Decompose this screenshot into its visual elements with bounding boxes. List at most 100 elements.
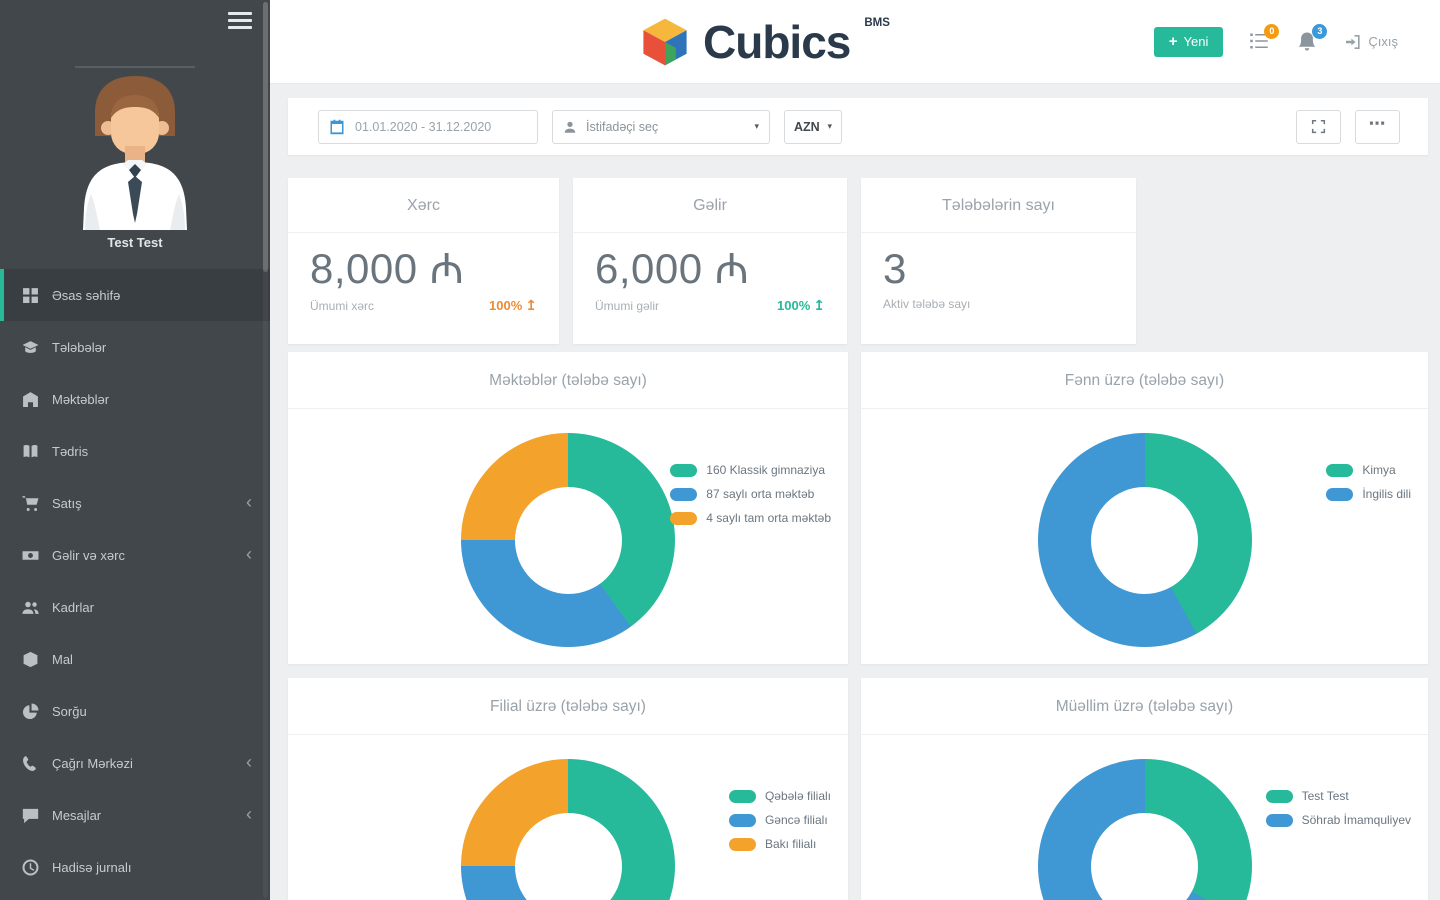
sidebar-item-label: Sorğu xyxy=(52,703,87,719)
sidebar-item-teaching[interactable]: Tədris xyxy=(0,425,270,477)
sidebar-menu: Əsas səhifə Tələbələr Məktəblər Tədris Satış… xyxy=(0,269,270,893)
legend-item[interactable]: Söhrab İmamquliyev xyxy=(1265,813,1411,827)
user-select-value: İstifadəçi seç xyxy=(586,119,659,134)
messages-icon xyxy=(22,807,39,824)
legend-item[interactable]: İngilis dili xyxy=(1326,487,1411,501)
dashboard-icon xyxy=(22,287,39,304)
hamburger-icon xyxy=(228,12,252,15)
sidebar-item-label: Əsas səhifə xyxy=(52,287,121,303)
chart-card-teachers: Müəllim üzrə (tələbə sayı) Test Test Söhr… xyxy=(861,678,1428,900)
chart-legend: Test Test Söhrab İmamquliyev xyxy=(1265,789,1411,827)
more-options-button[interactable]: ⋯ xyxy=(1355,109,1400,144)
caret-down-icon: ▾ xyxy=(827,121,832,131)
sidebar-item-label: Çağrı Mərkəzi xyxy=(52,755,133,771)
plus-icon: + xyxy=(1168,33,1178,50)
stat-percent: 100% xyxy=(489,298,523,314)
legend-item[interactable]: Qəbələ filialı xyxy=(728,789,831,803)
sidebar-item-survey[interactable]: Sorğu xyxy=(0,685,270,737)
notifications-button[interactable]: 3 xyxy=(1297,23,1328,53)
stat-card-expense: Xərc 8,000 ₼ Ümumi xərc 100% ↥ xyxy=(288,178,559,344)
legend-label: 4 saylı tam orta məktəb xyxy=(706,511,831,525)
currency-select[interactable]: AZN ▾ xyxy=(784,109,842,144)
survey-icon xyxy=(22,703,39,720)
ellipsis-icon: ⋯ xyxy=(1368,113,1387,133)
caret-down-icon: ▾ xyxy=(754,121,759,131)
legend-item[interactable]: 87 saylı orta məktəb xyxy=(670,487,831,501)
legend-item[interactable]: Gəncə filialı xyxy=(728,813,831,827)
tasks-button[interactable]: 0 xyxy=(1249,23,1280,53)
legend-item[interactable]: 4 saylı tam orta məktəb xyxy=(670,511,831,525)
sidebar-item-students[interactable]: Tələbələr xyxy=(0,321,270,373)
chart-card-subjects: Fənn üzrə (tələbə sayı) Kimya İngilis dil… xyxy=(861,352,1428,664)
chevron-left-icon: ‹ xyxy=(246,492,252,512)
income-expense-icon xyxy=(22,547,39,564)
stat-title: Gəlir xyxy=(573,178,847,233)
legend-label: Test Test xyxy=(1301,789,1349,803)
sidebar-item-income-expense[interactable]: Gəlir və xərc ‹ xyxy=(0,529,270,581)
legend-swatch xyxy=(1326,463,1354,477)
stat-value: 6,000 ₼ xyxy=(595,245,750,292)
event-log-icon xyxy=(22,859,39,876)
sidebar-item-event-log[interactable]: Hadisə jurnalı xyxy=(0,841,270,893)
brand-logo[interactable]: Cubics BMS xyxy=(638,14,890,70)
legend-label: Kimya xyxy=(1362,463,1396,477)
legend-item[interactable]: Bakı filialı xyxy=(728,837,831,851)
legend-item[interactable]: Test Test xyxy=(1265,789,1411,803)
main-area: Cubics BMS + Yeni 0 3 Çıxış xyxy=(270,0,1440,900)
call-center-icon xyxy=(22,755,39,772)
logout-icon xyxy=(1346,34,1360,49)
legend-label: 87 saylı orta məktəb xyxy=(706,487,815,501)
legend-swatch xyxy=(670,487,698,501)
user-select[interactable]: İstifadəçi seç ▾ xyxy=(552,109,770,144)
fullscreen-button[interactable] xyxy=(1296,109,1341,144)
stat-trend: 100% ↥ xyxy=(489,297,537,314)
sidebar-item-label: Tədris xyxy=(52,443,89,459)
stat-title: Xərc xyxy=(288,178,559,233)
sidebar-item-label: Hadisə jurnalı xyxy=(52,859,132,875)
stat-subtitle: Ümumi gəlir xyxy=(595,298,660,313)
donut-chart[interactable] xyxy=(1037,433,1252,647)
goods-icon xyxy=(22,651,39,668)
legend-label: 160 Klassik gimnaziya xyxy=(706,463,826,477)
legend-swatch xyxy=(1326,487,1354,501)
legend-swatch xyxy=(1265,813,1293,827)
legend-label: Bakı filialı xyxy=(764,837,817,851)
sidebar-toggle-button[interactable] xyxy=(228,12,252,32)
sidebar-item-staff[interactable]: Kadrlar xyxy=(0,581,270,633)
sidebar-item-goods[interactable]: Mal xyxy=(0,633,270,685)
sidebar-scrollbar[interactable] xyxy=(263,2,268,898)
staff-icon xyxy=(22,599,39,616)
chevron-left-icon: ‹ xyxy=(246,752,252,772)
sidebar-item-dashboard[interactable]: Əsas səhifə xyxy=(0,269,270,321)
sales-icon xyxy=(22,495,39,512)
date-range-picker[interactable]: 01.01.2020 - 31.12.2020 xyxy=(318,109,538,144)
chart-card-branches: Filial üzrə (tələbə sayı) Qəbələ filialı… xyxy=(288,678,848,900)
legend-label: Gəncə filialı xyxy=(764,813,828,827)
sidebar-item-call-center[interactable]: Çağrı Mərkəzi ‹ xyxy=(0,737,270,789)
stat-trend: 100% ↥ xyxy=(777,297,825,314)
sidebar-item-schools[interactable]: Məktəblər xyxy=(0,373,270,425)
currency-value: AZN xyxy=(794,119,820,134)
sidebar-item-label: Tələbələr xyxy=(52,339,107,355)
content: 01.01.2020 - 31.12.2020 İstifadəçi seç ▾… xyxy=(270,84,1440,900)
brand-suffix: BMS xyxy=(864,16,890,29)
legend-swatch xyxy=(728,789,756,803)
chart-title: Fənn üzrə (tələbə sayı) xyxy=(861,352,1428,409)
user-avatar xyxy=(0,66,270,230)
date-range-value: 01.01.2020 - 31.12.2020 xyxy=(355,119,492,134)
new-button[interactable]: + Yeni xyxy=(1153,26,1224,57)
donut-chart[interactable] xyxy=(1037,759,1252,900)
legend-item[interactable]: Kimya xyxy=(1326,463,1411,477)
logout-button[interactable]: Çıxış xyxy=(1345,34,1398,50)
sidebar-item-label: Gəlir və xərc xyxy=(52,547,125,563)
sidebar-scrollbar-thumb[interactable] xyxy=(263,2,268,272)
topbar: Cubics BMS + Yeni 0 3 Çıxış xyxy=(270,0,1440,84)
sidebar-item-sales[interactable]: Satış ‹ xyxy=(0,477,270,529)
donut-chart[interactable] xyxy=(461,433,675,647)
legend-swatch xyxy=(670,511,698,525)
legend-item[interactable]: 160 Klassik gimnaziya xyxy=(670,463,831,477)
donut-chart[interactable] xyxy=(461,759,675,900)
sidebar-item-messages[interactable]: Mesajlar ‹ xyxy=(0,789,270,841)
chart-title: Məktəblər (tələbə sayı) xyxy=(288,352,848,409)
schools-icon xyxy=(22,391,39,408)
